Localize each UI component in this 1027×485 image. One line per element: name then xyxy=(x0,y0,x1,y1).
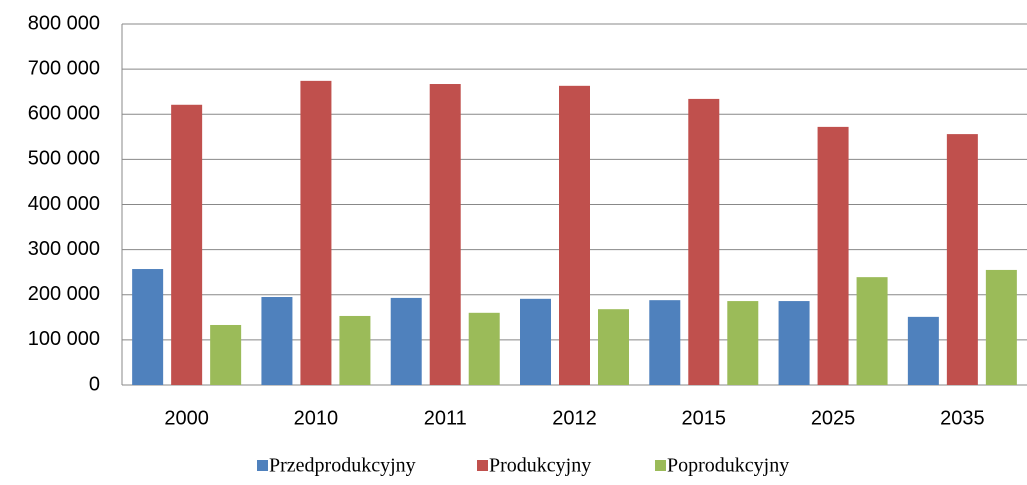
x-tick-label: 2010 xyxy=(294,407,339,429)
bar xyxy=(817,126,849,385)
y-tick-label: 0 xyxy=(89,373,100,395)
y-tick-label: 800 000 xyxy=(28,12,100,34)
bar xyxy=(429,84,461,386)
x-tick-label: 2012 xyxy=(552,407,597,429)
x-tick-label: 2025 xyxy=(811,407,856,429)
y-tick-label: 400 000 xyxy=(28,193,100,215)
bar xyxy=(598,309,629,385)
y-tick-label: 300 000 xyxy=(28,238,100,260)
x-tick-label: 2000 xyxy=(164,407,209,429)
bar xyxy=(261,297,293,385)
bar xyxy=(559,85,590,385)
legend: Przedprodukcyjny Produkcyjny Poprodukcyjny xyxy=(257,455,789,477)
bar xyxy=(727,301,759,385)
bar xyxy=(300,80,332,386)
legend-swatch xyxy=(477,460,488,471)
bar xyxy=(171,104,203,386)
bar xyxy=(907,316,939,385)
x-tick-label: 2035 xyxy=(940,407,985,429)
bar xyxy=(649,300,681,385)
bar xyxy=(856,277,888,385)
x-tick-label: 2011 xyxy=(424,407,467,429)
y-tick-label: 500 000 xyxy=(28,148,100,170)
bar xyxy=(468,312,500,385)
y-tick-label: 700 000 xyxy=(28,57,100,79)
bar xyxy=(390,297,422,385)
bar xyxy=(985,269,1017,385)
legend-label: Produkcyjny xyxy=(489,455,591,477)
bar xyxy=(339,315,371,385)
bar xyxy=(946,134,978,385)
legend-label: Poprodukcyjny xyxy=(667,455,789,477)
legend-label: Przedprodukcyjny xyxy=(269,455,416,477)
y-tick-label: 200 000 xyxy=(28,283,100,305)
bar xyxy=(520,298,551,385)
legend-swatch xyxy=(655,460,666,471)
bar xyxy=(688,98,720,385)
legend-swatch xyxy=(257,460,268,471)
bar xyxy=(132,269,164,385)
y-tick-label: 100 000 xyxy=(28,328,100,350)
bar xyxy=(778,301,810,385)
y-tick-label: 600 000 xyxy=(28,103,100,125)
bar xyxy=(210,324,242,385)
x-tick-label: 2015 xyxy=(682,407,727,429)
